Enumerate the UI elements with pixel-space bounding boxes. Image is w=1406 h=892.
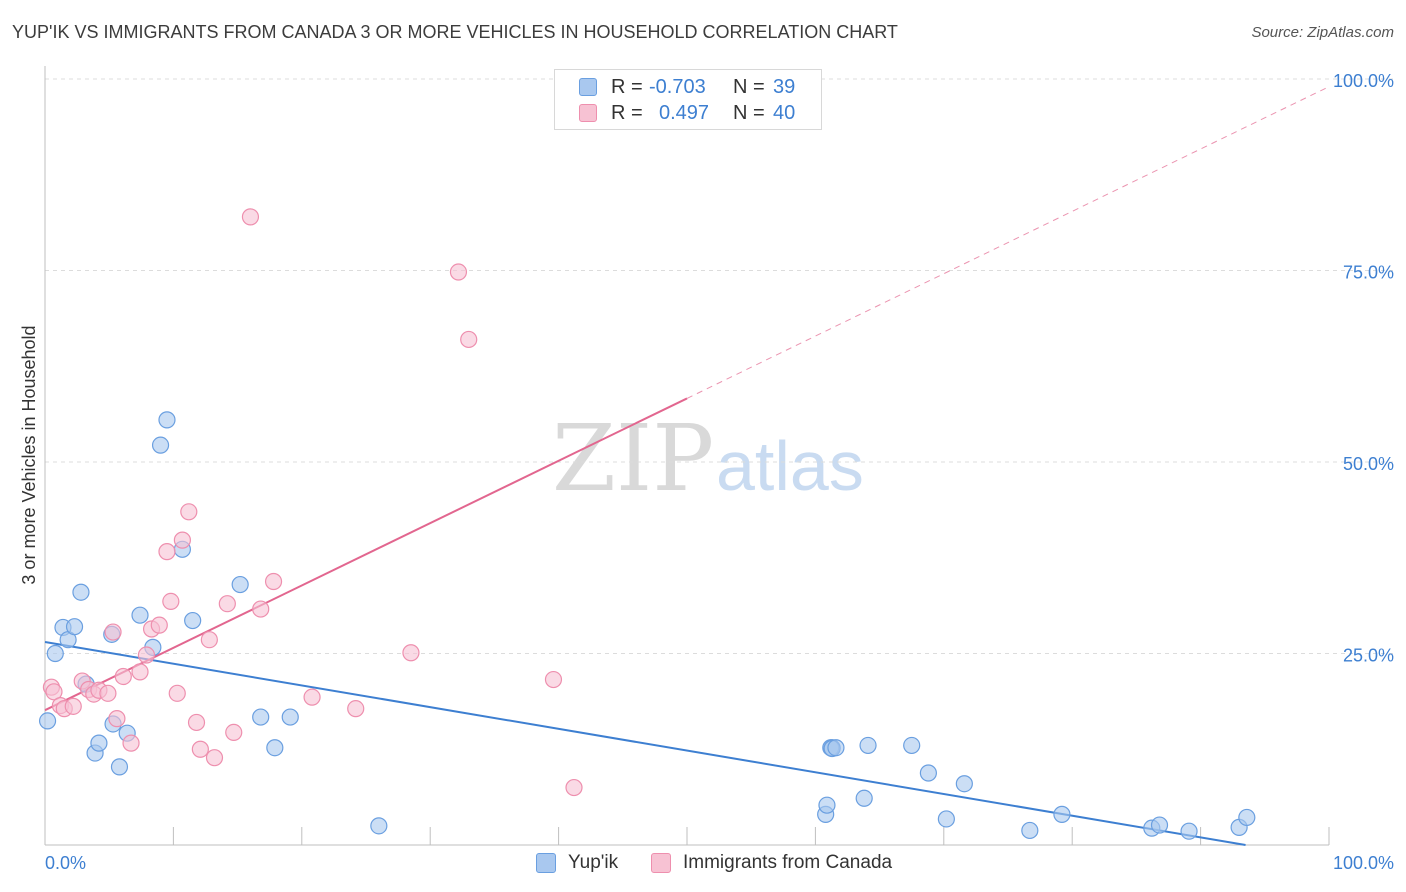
series-1 bbox=[42, 208, 583, 797]
data-point bbox=[90, 734, 108, 752]
legend-r-value: 0.497 bbox=[659, 102, 710, 124]
data-point bbox=[252, 708, 270, 726]
data-point bbox=[460, 330, 478, 349]
watermark: ZIP atlas bbox=[552, 405, 864, 512]
series-0 bbox=[38, 411, 1256, 840]
data-point bbox=[955, 775, 973, 793]
legend-n-label: N = bbox=[733, 102, 765, 124]
data-point bbox=[303, 688, 321, 706]
data-point bbox=[191, 740, 209, 758]
data-point bbox=[64, 697, 82, 715]
legend-r-value: -0.703 bbox=[649, 76, 706, 98]
y-tick-label-100: 100.0% bbox=[1333, 71, 1394, 91]
data-point bbox=[241, 208, 260, 226]
legend-swatch-canada bbox=[579, 104, 597, 122]
data-point bbox=[99, 684, 117, 702]
data-point bbox=[173, 531, 191, 549]
data-point bbox=[131, 606, 149, 624]
data-point bbox=[46, 644, 64, 663]
y-tick-label-25: 25.0% bbox=[1343, 646, 1394, 666]
data-point bbox=[449, 263, 468, 281]
data-point bbox=[104, 623, 122, 641]
data-point bbox=[150, 616, 168, 634]
legend-n-value: 39 bbox=[773, 76, 796, 98]
data-point bbox=[72, 583, 90, 601]
tick-labels: 25.0% 50.0% 75.0% 100.0% 0.0% 100.0% bbox=[45, 71, 1394, 873]
data-point bbox=[859, 736, 877, 755]
data-point bbox=[110, 758, 129, 776]
data-point bbox=[151, 436, 170, 454]
data-point bbox=[1238, 808, 1256, 827]
bottom-legend-swatch-yupik bbox=[536, 853, 556, 873]
data-point bbox=[205, 749, 224, 767]
legend-n-label: N = bbox=[733, 76, 765, 98]
data-point bbox=[252, 600, 270, 618]
bottom-legend-swatch-canada bbox=[651, 853, 671, 873]
data-point bbox=[65, 618, 84, 636]
data-point bbox=[565, 778, 583, 797]
data-point bbox=[827, 739, 845, 757]
watermark-atlas: atlas bbox=[716, 427, 864, 505]
x-tick-label-min: 0.0% bbox=[45, 853, 86, 873]
data-point bbox=[45, 683, 63, 701]
watermark-zip: ZIP bbox=[552, 405, 714, 512]
data-point bbox=[108, 710, 126, 728]
data-point bbox=[1021, 821, 1039, 840]
data-point bbox=[168, 684, 186, 702]
data-point bbox=[38, 712, 57, 730]
data-point bbox=[231, 575, 249, 594]
data-point bbox=[180, 503, 198, 521]
data-point bbox=[114, 667, 132, 686]
data-point bbox=[137, 646, 156, 664]
chart-title: YUP'IK VS IMMIGRANTS FROM CANADA 3 OR MO… bbox=[12, 22, 898, 42]
y-tick-label-50: 50.0% bbox=[1343, 454, 1394, 474]
data-point bbox=[225, 723, 243, 741]
data-point bbox=[370, 817, 388, 835]
y-tick-label-75: 75.0% bbox=[1343, 263, 1394, 283]
data-point bbox=[919, 764, 937, 782]
legend-swatch-yupik bbox=[579, 78, 597, 96]
data-point bbox=[218, 595, 236, 613]
data-point bbox=[131, 663, 149, 681]
data-point bbox=[402, 644, 420, 662]
data-point bbox=[544, 670, 563, 689]
data-point bbox=[903, 736, 921, 755]
data-point bbox=[347, 700, 365, 718]
bottom-legend-label-yupik: Yup'ik bbox=[568, 852, 619, 873]
correlation-legend: R = -0.703 N = 39 R = 0.497 N = 40 bbox=[554, 69, 822, 130]
data-point bbox=[1053, 805, 1071, 823]
y-axis-label: 3 or more Vehicles in Household bbox=[19, 325, 39, 584]
legend-n-value: 40 bbox=[773, 102, 796, 124]
grid bbox=[45, 78, 1394, 654]
data-point bbox=[162, 592, 180, 611]
data-point bbox=[937, 810, 955, 828]
data-point bbox=[818, 796, 836, 814]
legend-r-label: R = bbox=[611, 102, 643, 124]
data-point bbox=[264, 572, 283, 591]
data-points bbox=[38, 208, 1256, 840]
bottom-legend-label-canada: Immigrants from Canada bbox=[683, 852, 893, 873]
data-point bbox=[1180, 822, 1198, 840]
data-point bbox=[1150, 816, 1169, 834]
data-point bbox=[200, 631, 218, 649]
data-point bbox=[281, 708, 299, 726]
trendline-0 bbox=[44, 641, 1246, 846]
chart-source: Source: ZipAtlas.com bbox=[1251, 24, 1394, 41]
data-point bbox=[187, 713, 206, 732]
data-point bbox=[122, 734, 140, 752]
data-point bbox=[855, 789, 873, 807]
legend-r-label: R = bbox=[611, 76, 643, 98]
x-tick-label-max: 100.0% bbox=[1333, 853, 1394, 873]
data-point bbox=[266, 739, 284, 757]
trendline-extension-1 bbox=[686, 86, 1330, 399]
data-point bbox=[158, 543, 176, 561]
data-point bbox=[158, 411, 176, 429]
data-point bbox=[184, 611, 202, 630]
